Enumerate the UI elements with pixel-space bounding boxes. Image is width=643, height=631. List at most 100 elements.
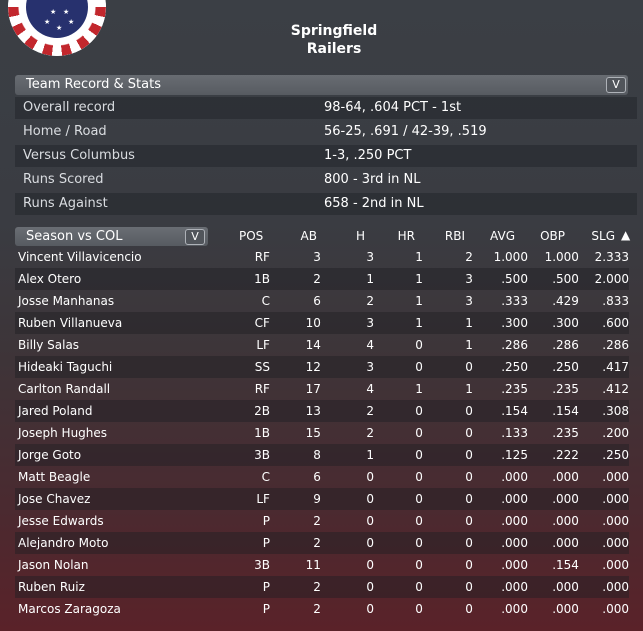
record-label: Versus Columbus (23, 148, 135, 163)
record-value: 658 - 2nd in NL (324, 196, 424, 211)
player-name[interactable]: Jason Nolan (18, 558, 89, 572)
table-row[interactable]: Jorge Goto 3B 8 1 0 0.125.222.250 (15, 444, 629, 466)
col-header-hr[interactable]: HR (397, 229, 415, 243)
player-name[interactable]: Alex Otero (15, 268, 223, 290)
player-slg: .308 (578, 400, 629, 422)
player-slg: .000 (578, 488, 629, 510)
player-obp: .235 (552, 382, 579, 396)
player-slg: .417 (578, 356, 629, 378)
player-name[interactable]: Jesse Edwards (18, 514, 104, 528)
player-h: 0 (366, 602, 374, 616)
player-ab: 17 (305, 382, 321, 396)
player-name[interactable]: Joseph Hughes (18, 426, 108, 440)
table-row[interactable]: Carlton Randall RF 17 4 1 1 .235 .235 .412 (15, 378, 629, 400)
player-rbi: 0 (422, 488, 473, 510)
table-row[interactable]: Matt Beagle C 6 0 0 0 .000 .000 .000 (15, 466, 629, 488)
player-ab: 10 (269, 312, 321, 334)
col-header-pos[interactable]: POS (239, 229, 264, 243)
table-row[interactable]: Ruben Ruiz P 2 0 0 0.000.000.000 (15, 576, 629, 598)
player-name[interactable]: Jared Poland (15, 400, 223, 422)
player-pos: 1B (222, 268, 270, 290)
player-ab: 8 (269, 444, 321, 466)
player-slg: .600 (578, 312, 629, 334)
record-value: 56-25, .691 / 42-39, .519 (324, 124, 487, 139)
player-pos: CF (222, 312, 270, 334)
player-ab: 3 (313, 250, 321, 264)
player-h: 0 (320, 488, 374, 510)
player-pos: LF (222, 488, 270, 510)
player-pos: P (222, 532, 270, 554)
player-name[interactable]: Josse Manhanas (18, 294, 115, 308)
player-ab: 2 (313, 514, 321, 528)
record-row: Runs Scored 800 - 3rd in NL (15, 169, 637, 191)
col-header-h[interactable]: H (355, 229, 365, 243)
table-row[interactable]: Alex Otero 1B 2 1 1 3.500.500 2.000 (15, 268, 629, 290)
table-row[interactable]: Billy Salas LF 14 4 0 1 .286 .286 .286 (15, 334, 629, 356)
player-rbi: 0 (465, 426, 473, 440)
player-ab: 13 (269, 400, 321, 422)
player-name[interactable]: Ruben Ruiz (15, 576, 223, 598)
player-name[interactable]: Ruben Villanueva (15, 312, 223, 334)
player-rbi: 0 (422, 532, 473, 554)
team-record-header[interactable]: Team Record & Stats V (15, 75, 628, 95)
team-city: Springfield (290, 23, 378, 39)
record-row: Runs Against 658 - 2nd in NL (15, 193, 637, 215)
player-obp: .000 (527, 532, 579, 554)
player-avg: .000 (501, 514, 528, 528)
stats-header: Season vs COL V POS AB H HR RBI AVG OBP … (15, 227, 637, 247)
col-header-slg[interactable]: SLG (591, 229, 615, 243)
player-slg: .250 (578, 444, 629, 466)
table-row[interactable]: Alejandro Moto P 2 0 0 0.000.000.000 (15, 532, 629, 554)
col-header-obp[interactable]: OBP (540, 229, 565, 243)
player-hr: 0 (415, 602, 423, 616)
record-label: Runs Scored (23, 172, 104, 187)
player-name[interactable]: Jose Chavez (15, 488, 223, 510)
player-name[interactable]: Carlton Randall (18, 382, 111, 396)
season-filter-dropdown[interactable]: Season vs COL V (15, 227, 208, 246)
chevron-down-icon[interactable]: V (185, 229, 205, 245)
player-h: 4 (366, 338, 374, 352)
player-hr: 0 (415, 514, 423, 528)
col-header-avg[interactable]: AVG (490, 229, 515, 243)
table-row[interactable]: Jared Poland 2B 13 2 0 0.154.154.308 (15, 400, 629, 422)
player-slg: .000 (602, 602, 629, 616)
player-obp: .286 (552, 338, 579, 352)
table-row[interactable]: Hideaki Taguchi SS 12 3 0 0.250.250.417 (15, 356, 629, 378)
player-h: 0 (320, 532, 374, 554)
table-row[interactable]: Jason Nolan 3B 11 0 0 0 .000 .154 .000 (15, 554, 629, 576)
player-name[interactable]: Vincent Villavicencio (18, 250, 142, 264)
player-name[interactable]: Alejandro Moto (15, 532, 223, 554)
player-h: 2 (320, 400, 374, 422)
chevron-down-icon[interactable]: V (606, 77, 626, 93)
player-name[interactable]: Hideaki Taguchi (15, 356, 223, 378)
player-obp: .000 (527, 576, 579, 598)
table-row[interactable]: Jose Chavez LF 9 0 0 0.000.000.000 (15, 488, 629, 510)
player-ab: 15 (305, 426, 321, 440)
sort-ascending-icon[interactable]: ▲ (621, 228, 631, 242)
player-ab: 2 (313, 602, 321, 616)
player-name[interactable]: Jorge Goto (15, 444, 223, 466)
record-value: 1-3, .250 PCT (324, 148, 412, 163)
player-slg: .000 (578, 532, 629, 554)
player-h: 0 (320, 576, 374, 598)
table-row[interactable]: Ruben Villanueva CF 10 3 1 1.300.300.600 (15, 312, 629, 334)
player-name[interactable]: Marcos Zaragoza (18, 602, 121, 616)
player-h: 1 (320, 444, 374, 466)
player-obp: .154 (552, 558, 579, 572)
table-row[interactable]: Vincent Villavicencio RF 3 3 1 2 1.000 1.000 2.3… (15, 246, 629, 268)
col-header-ab[interactable]: AB (300, 229, 317, 243)
player-h: 1 (320, 268, 374, 290)
player-rbi: 0 (465, 514, 473, 528)
record-label: Overall record (23, 100, 116, 115)
player-hr: 1 (415, 382, 423, 396)
player-rbi: 0 (422, 576, 473, 598)
table-row[interactable]: Jesse Edwards P 2 0 0 0 .000 .000 .000 (15, 510, 629, 532)
player-h: 0 (366, 514, 374, 528)
table-row[interactable]: Marcos Zaragoza P 2 0 0 0 .000 .000 .000 (15, 598, 629, 620)
player-name[interactable]: Billy Salas (18, 338, 80, 352)
col-header-rbi[interactable]: RBI (444, 229, 465, 243)
player-rbi: 3 (465, 294, 473, 308)
table-row[interactable]: Joseph Hughes 1B 15 2 0 0 .133 .235 .200 (15, 422, 629, 444)
player-name[interactable]: Matt Beagle (18, 470, 91, 484)
table-row[interactable]: Josse Manhanas C 6 2 1 3 .333 .429 .833 (15, 290, 629, 312)
